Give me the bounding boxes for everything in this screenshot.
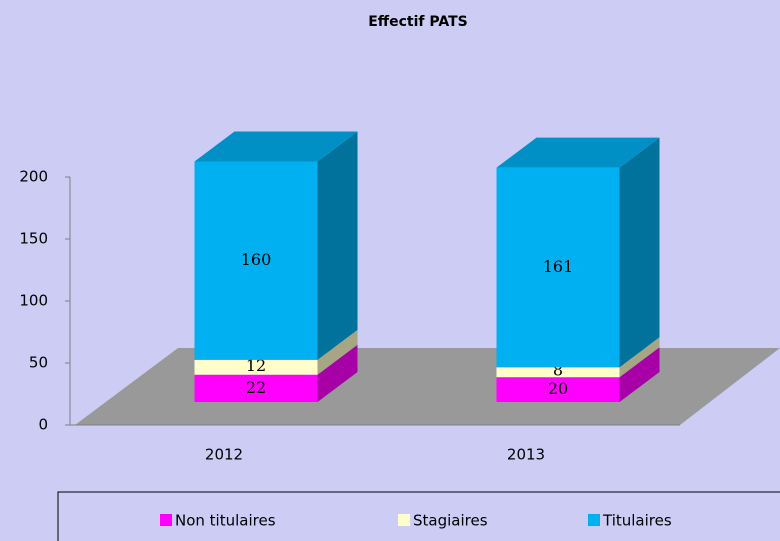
- legend-swatch: [588, 514, 600, 526]
- y-tick-label: 150: [19, 230, 48, 248]
- bar-side: [317, 329, 358, 375]
- data-label: 161: [543, 257, 574, 276]
- chart-title: Effectif PATS: [368, 14, 468, 30]
- bar-segment: [496, 137, 660, 368]
- y-tick-label: 0: [38, 416, 48, 434]
- data-label: 160: [241, 250, 272, 269]
- data-label: 22: [246, 378, 266, 397]
- legend-swatch: [160, 514, 172, 526]
- bar-top: [194, 131, 358, 162]
- data-label: 20: [548, 379, 568, 398]
- legend-label: Stagiaires: [413, 512, 488, 530]
- bar-front: [496, 367, 620, 378]
- floor: [75, 348, 780, 425]
- bar-segment: [194, 131, 358, 360]
- data-label: 12: [246, 356, 266, 375]
- legend-label: Non titulaires: [175, 512, 276, 530]
- legend-box: [57, 491, 780, 541]
- y-tick-label: 100: [19, 292, 48, 310]
- legend-label: Titulaires: [602, 512, 672, 530]
- bar-side: [317, 131, 358, 360]
- bar-segment: [194, 329, 358, 375]
- bar-segment: [496, 347, 660, 402]
- bar-segment: [496, 337, 660, 378]
- bar-front: [194, 374, 318, 402]
- bar-segment: [194, 344, 358, 402]
- x-tick-label: 2012: [205, 446, 243, 464]
- bar-side: [619, 347, 660, 402]
- legend-swatch: [398, 514, 410, 526]
- y-tick-label: 200: [19, 168, 48, 186]
- bar-side: [317, 344, 358, 402]
- data-label: 8: [553, 361, 563, 380]
- y-tick-label: 50: [29, 354, 48, 372]
- x-tick-label: 2013: [507, 446, 545, 464]
- bar-side: [619, 337, 660, 378]
- bar-front: [194, 161, 318, 360]
- bar-front: [496, 167, 620, 368]
- bar-front: [194, 359, 318, 375]
- bar-front: [496, 377, 620, 402]
- bar-top: [496, 137, 660, 168]
- bar-side: [619, 137, 660, 368]
